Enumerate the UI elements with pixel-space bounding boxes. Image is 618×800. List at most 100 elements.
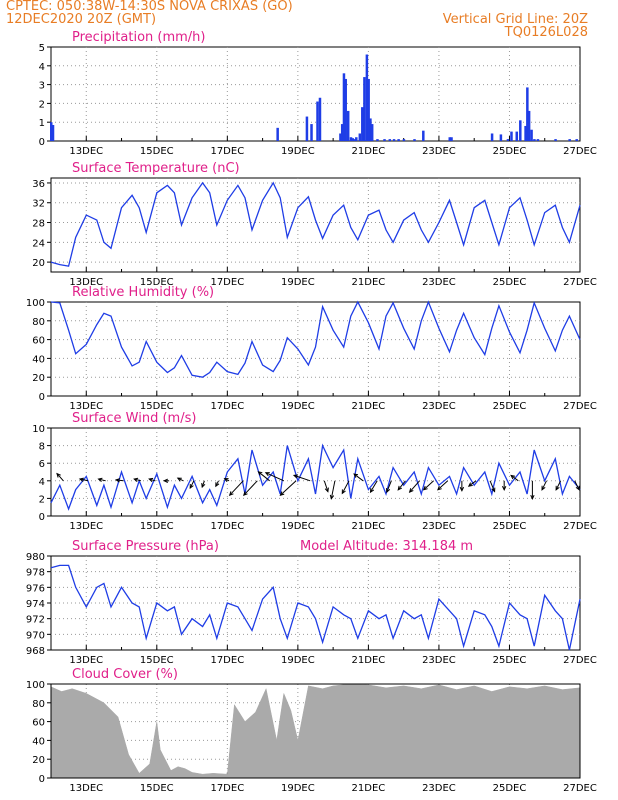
y-tick-label: 32 <box>32 199 45 210</box>
wind-arrow-shaft <box>510 474 519 482</box>
wind-arrow-shaft <box>370 480 378 493</box>
precip-bar <box>370 124 374 141</box>
x-tick-label: 27DEC <box>563 521 597 532</box>
humidity-panel: Relative Humidity (%) 0 20 40 60 80 100 13DEC 15… <box>26 285 597 412</box>
temperature-grid <box>51 178 580 272</box>
wind-arrow-head <box>437 485 442 491</box>
wind-arrow-head <box>201 483 206 489</box>
precip-bar <box>383 139 386 141</box>
precip-bar <box>51 125 55 141</box>
wind-arrow-head <box>491 487 496 493</box>
y-tick-label: 968 <box>26 646 45 657</box>
wind-arrow-shaft <box>574 480 580 491</box>
wind-arrow-shaft <box>489 480 496 492</box>
y-tick-label: 8 <box>39 442 45 453</box>
header: CPTEC: 050:38W-14:30S NOVA CRIXAS (GO) 1… <box>0 0 618 44</box>
x-tick-label: 21DEC <box>352 783 386 794</box>
x-tick-label: 27DEC <box>563 655 597 666</box>
precip-bar <box>342 73 346 141</box>
y-tick-label: 24 <box>32 238 45 249</box>
precip-bar <box>310 124 313 141</box>
x-tick-label: 17DEC <box>210 521 244 532</box>
precip-bar <box>339 133 342 141</box>
x-tick-label: 21DEC <box>352 277 386 288</box>
y-tick-label: 0 <box>39 774 45 785</box>
wind-arrow-head <box>369 488 375 494</box>
x-tick-label: 13DEC <box>69 655 103 666</box>
x-tick-label: 19DEC <box>281 655 315 666</box>
x-tick-label: 15DEC <box>140 277 174 288</box>
x-tick-label: 23DEC <box>422 146 456 157</box>
model-id: TQ0126L028 <box>504 25 588 40</box>
x-tick-label: 13DEC <box>69 277 103 288</box>
y-tick-label: 980 <box>26 552 45 563</box>
y-tick-label: 100 <box>26 298 45 309</box>
x-tick-label: 15DEC <box>140 783 174 794</box>
y-tick-label: 100 <box>26 680 45 691</box>
wind-arrow <box>369 480 378 494</box>
wind-arrow-head <box>324 487 329 493</box>
temperature-line <box>50 181 581 267</box>
y-tick-label: 0 <box>39 137 45 148</box>
wind-arrow <box>386 480 392 494</box>
humidity-title: Relative Humidity (%) <box>72 285 214 300</box>
wind-arrow <box>223 478 230 483</box>
wind-arrow-head <box>114 478 121 483</box>
wind-arrow-head <box>176 477 182 482</box>
x-tick-label: 13DEC <box>69 783 103 794</box>
precipitation-panel: Precipitation (mm/h) 0 1 2 3 4 5 13DEC 15DEC 17DE… <box>39 30 597 157</box>
station-line: CPTEC: 050:38W-14:30S NOVA CRIXAS (GO) <box>6 0 293 14</box>
wind-arrow-head <box>386 488 391 494</box>
wind-arrow <box>353 473 364 482</box>
wind-arrow <box>329 480 336 500</box>
x-tick-label: 15DEC <box>140 521 174 532</box>
x-tick-label: 13DEC <box>69 401 103 412</box>
wind-arrow <box>530 480 535 500</box>
x-tick-label: 27DEC <box>563 401 597 412</box>
precipitation-frame <box>50 46 581 142</box>
wind-arrow-shaft <box>437 480 449 491</box>
humidity-grid <box>51 302 580 396</box>
x-tick-label: 17DEC <box>210 655 244 666</box>
cloud-cover-panel: Cloud Cover (%) 0 20 40 60 80 100 13DEC 15DEC 17D… <box>26 667 597 794</box>
y-tick-label: 976 <box>26 583 45 594</box>
precip-bar <box>361 107 364 141</box>
y-tick-label: 20 <box>32 755 45 766</box>
wind-grid <box>51 428 580 516</box>
wind-arrow-head <box>510 474 516 480</box>
pressure-grid <box>51 556 580 650</box>
precip-bar <box>365 54 369 141</box>
wind-arrow <box>114 478 124 483</box>
precip-bar <box>305 116 309 141</box>
x-tick-label: 23DEC <box>422 655 456 666</box>
x-tick-label: 21DEC <box>352 401 386 412</box>
precip-bar <box>527 110 531 141</box>
wind-arrow <box>510 474 519 482</box>
wind-arrow <box>176 477 184 482</box>
wind-arrow <box>279 480 297 496</box>
temperature-frame <box>50 177 581 273</box>
x-tick-label: 25DEC <box>493 277 527 288</box>
precip-bar <box>392 139 396 141</box>
y-tick-label: 5 <box>39 43 45 54</box>
wind-arrow-head <box>341 489 346 495</box>
wind-arrow-shaft <box>397 480 406 491</box>
y-tick-label: 10 <box>32 424 45 435</box>
wind-arrow <box>78 477 89 482</box>
wind-arrow-shaft <box>353 473 364 482</box>
precip-bar <box>519 120 522 141</box>
wind-arrow-shaft <box>386 480 392 493</box>
precip-bar <box>349 137 353 141</box>
wind-arrow <box>215 480 220 488</box>
wind-arrow <box>133 477 142 482</box>
precip-bar <box>536 139 540 141</box>
precip-bar <box>413 139 416 141</box>
wind-arrow-shaft <box>330 480 336 499</box>
cloud-cover-title: Cloud Cover (%) <box>72 667 178 682</box>
wind-arrow <box>574 480 580 491</box>
precip-bar <box>276 127 279 141</box>
wind-arrow-head <box>555 485 560 491</box>
cloud-area <box>50 683 581 779</box>
precip-bar <box>402 139 406 141</box>
x-tick-label: 19DEC <box>281 146 315 157</box>
